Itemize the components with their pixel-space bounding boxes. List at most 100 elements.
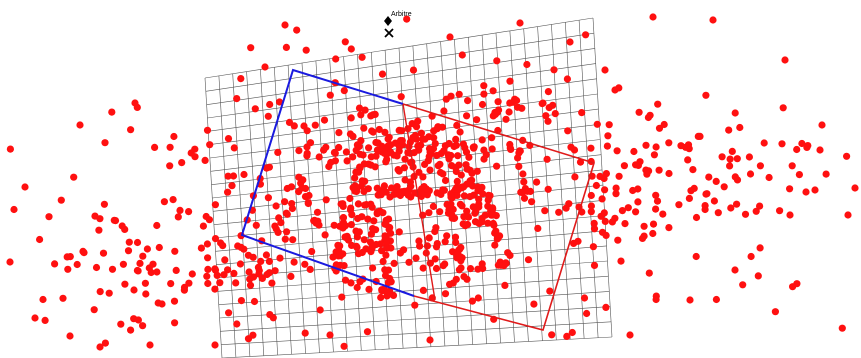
point bbox=[412, 123, 421, 131]
arbitre-label: Arbitre bbox=[391, 11, 412, 18]
point bbox=[340, 342, 348, 350]
point bbox=[358, 53, 366, 61]
point bbox=[539, 99, 547, 107]
point bbox=[41, 316, 49, 324]
point bbox=[506, 77, 514, 85]
point bbox=[99, 249, 108, 257]
point bbox=[366, 238, 375, 246]
point bbox=[600, 209, 608, 217]
point bbox=[211, 285, 219, 293]
grid-line bbox=[301, 62, 320, 353]
point bbox=[602, 303, 610, 311]
point bbox=[587, 191, 595, 200]
point bbox=[304, 199, 312, 207]
grid-line bbox=[218, 275, 609, 305]
point bbox=[587, 208, 595, 216]
point bbox=[739, 281, 747, 289]
point bbox=[288, 200, 296, 208]
point bbox=[310, 217, 318, 225]
point bbox=[331, 157, 339, 165]
point bbox=[206, 141, 214, 149]
point bbox=[387, 184, 396, 192]
point bbox=[395, 228, 403, 236]
point bbox=[515, 162, 523, 170]
point bbox=[185, 279, 193, 287]
point bbox=[506, 99, 514, 107]
point bbox=[432, 264, 441, 273]
point bbox=[381, 287, 389, 295]
point bbox=[471, 218, 480, 226]
point bbox=[306, 265, 314, 273]
point bbox=[447, 193, 455, 201]
point bbox=[228, 182, 236, 190]
field-outlines bbox=[240, 68, 595, 331]
point bbox=[566, 38, 574, 46]
point bbox=[59, 294, 67, 302]
grid-line bbox=[371, 52, 390, 350]
point bbox=[650, 151, 659, 159]
point bbox=[455, 266, 463, 274]
point bbox=[301, 329, 309, 337]
point bbox=[127, 326, 135, 334]
point bbox=[587, 202, 596, 210]
point bbox=[604, 132, 612, 140]
point bbox=[347, 221, 355, 229]
point bbox=[590, 225, 599, 233]
point bbox=[139, 252, 147, 260]
point bbox=[455, 252, 463, 260]
point bbox=[281, 235, 289, 243]
point bbox=[432, 243, 441, 251]
point bbox=[354, 200, 362, 208]
point bbox=[473, 116, 481, 124]
grid-line bbox=[287, 65, 306, 354]
point bbox=[73, 260, 81, 269]
point bbox=[360, 236, 368, 244]
point bbox=[264, 194, 272, 202]
point bbox=[409, 66, 418, 74]
point bbox=[605, 121, 613, 129]
point bbox=[335, 246, 343, 254]
point bbox=[10, 205, 18, 214]
point bbox=[578, 109, 586, 117]
point bbox=[272, 225, 280, 233]
point bbox=[386, 223, 394, 232]
point bbox=[203, 240, 211, 248]
point bbox=[121, 280, 129, 288]
point bbox=[341, 233, 349, 241]
point bbox=[384, 135, 392, 143]
point bbox=[696, 132, 704, 140]
point bbox=[358, 177, 366, 185]
point bbox=[171, 319, 179, 327]
point bbox=[726, 155, 734, 163]
point bbox=[6, 258, 14, 266]
point bbox=[295, 147, 303, 155]
point bbox=[202, 212, 210, 221]
grid-line bbox=[204, 77, 223, 358]
point bbox=[640, 222, 648, 230]
point bbox=[387, 148, 395, 156]
point bbox=[356, 164, 364, 172]
point bbox=[411, 301, 419, 309]
point bbox=[390, 259, 398, 267]
point bbox=[781, 56, 789, 64]
point bbox=[665, 169, 673, 178]
point bbox=[100, 200, 108, 208]
point bbox=[322, 196, 330, 204]
point bbox=[592, 181, 601, 190]
point bbox=[643, 170, 651, 178]
point bbox=[433, 189, 441, 197]
point bbox=[315, 221, 323, 229]
point bbox=[39, 295, 47, 304]
point bbox=[546, 287, 554, 295]
point bbox=[448, 162, 456, 170]
point bbox=[446, 280, 454, 288]
point bbox=[51, 260, 59, 268]
point bbox=[411, 131, 419, 140]
point bbox=[489, 205, 497, 213]
point bbox=[665, 224, 673, 232]
point bbox=[475, 200, 483, 208]
point bbox=[338, 293, 346, 301]
point bbox=[608, 218, 617, 226]
point bbox=[398, 127, 406, 135]
point bbox=[133, 238, 142, 247]
